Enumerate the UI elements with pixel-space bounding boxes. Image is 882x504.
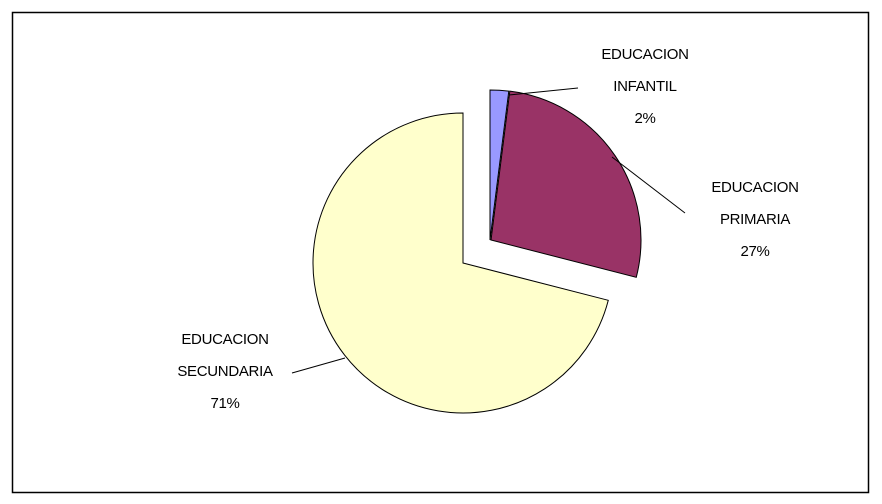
slice-value-label: 71%	[210, 395, 239, 412]
slice-label: EDUCACION INFANTIL	[601, 46, 688, 95]
leader-line	[291, 357, 346, 374]
slice-value-label: 2%	[634, 110, 655, 127]
pie-slice	[490, 90, 642, 278]
slice-value-label: 27%	[740, 243, 769, 260]
slice-label: EDUCACION SECUNDARIA	[177, 331, 273, 380]
pie-slice	[489, 89, 510, 241]
leader-line	[611, 156, 686, 214]
leader-line	[508, 87, 579, 96]
pie-slice	[312, 112, 609, 414]
slice-label: EDUCACION PRIMARIA	[711, 179, 798, 228]
